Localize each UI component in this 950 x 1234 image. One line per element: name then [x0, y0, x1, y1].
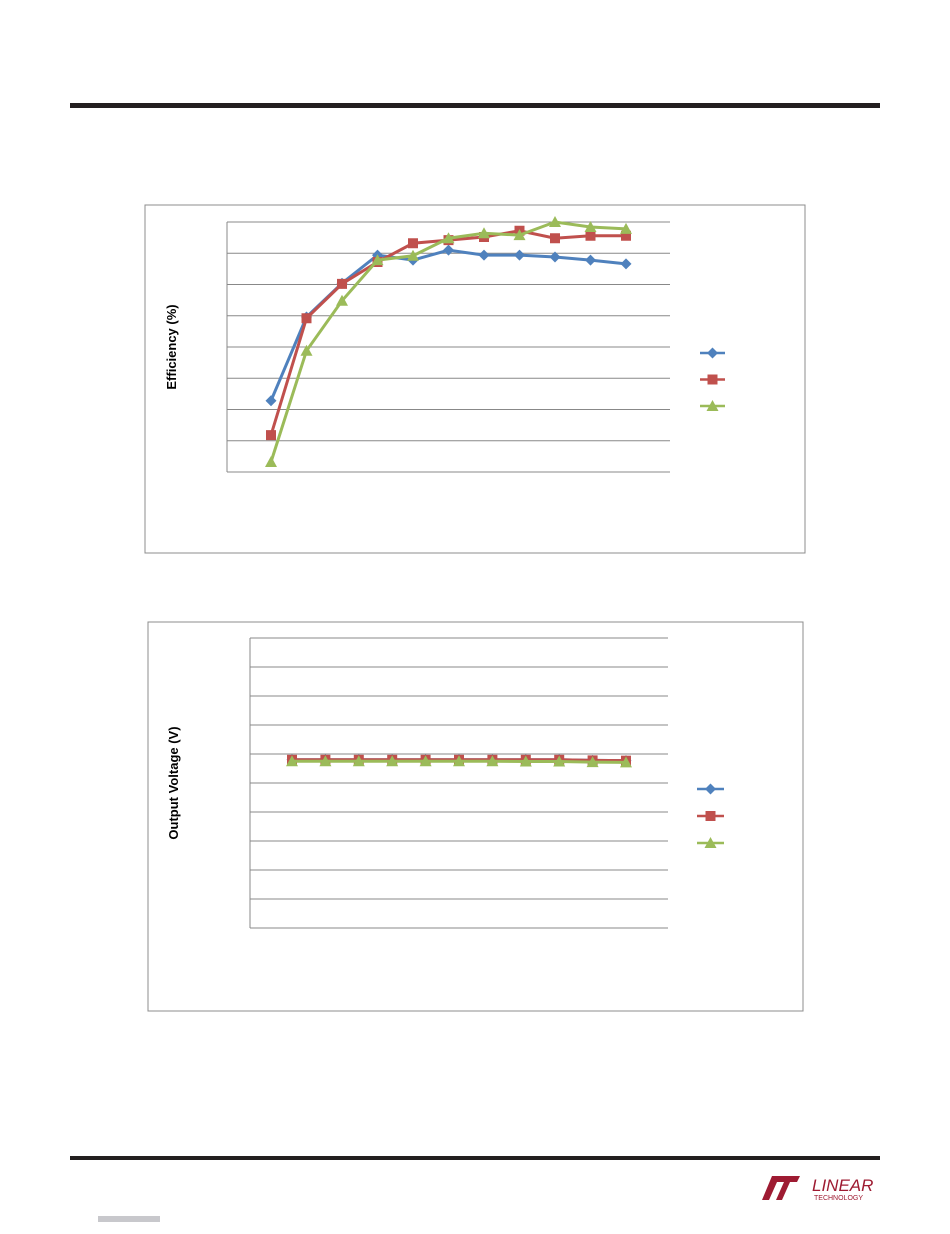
data-point	[553, 755, 566, 767]
data-point	[408, 238, 418, 249]
chart-frame	[144, 204, 806, 554]
data-point	[319, 755, 332, 767]
data-point	[549, 251, 561, 263]
footer-tab	[98, 1216, 160, 1222]
data-point	[407, 249, 419, 261]
data-point	[519, 755, 532, 767]
legend-marker	[704, 837, 717, 848]
data-point	[443, 244, 454, 256]
y-axis-label: Output Voltage (V)	[166, 726, 181, 839]
y-axis-label: Efficiency (%)	[164, 304, 179, 389]
top-rule	[70, 103, 880, 108]
data-point	[352, 755, 365, 767]
chart: Output Voltage (V)	[147, 621, 804, 1012]
logo-sub: TECHNOLOGY	[814, 1195, 863, 1202]
data-point	[336, 294, 348, 306]
data-point	[584, 221, 597, 232]
data-point	[442, 232, 455, 244]
legend-marker	[705, 783, 716, 795]
data-point	[585, 254, 596, 266]
logo-name: LINEAR	[812, 1176, 873, 1195]
data-point	[301, 313, 312, 324]
data-point	[486, 755, 499, 767]
legend-marker	[707, 374, 718, 385]
data-point	[386, 755, 399, 767]
data-point	[621, 230, 631, 241]
data-point	[371, 254, 384, 266]
data-point	[620, 258, 632, 270]
data-point	[514, 249, 525, 261]
legend-marker	[706, 400, 719, 411]
data-point	[586, 756, 599, 768]
legend-marker	[707, 347, 718, 359]
data-point	[453, 755, 465, 767]
data-point	[478, 249, 490, 261]
data-point	[513, 229, 526, 241]
data-point	[337, 278, 347, 289]
data-point	[585, 230, 596, 241]
logo-mark	[762, 1176, 800, 1200]
data-point	[620, 756, 632, 768]
data-point	[266, 430, 276, 441]
data-point	[549, 216, 561, 227]
bottom-rule	[70, 1156, 880, 1160]
data-point	[478, 227, 490, 239]
data-point	[300, 344, 313, 356]
data-point	[620, 222, 632, 234]
chart-frame	[147, 621, 804, 1012]
logo: LINEAR TECHNOLOGY	[762, 1176, 873, 1202]
data-point	[265, 395, 277, 407]
data-point	[265, 456, 277, 467]
legend-marker	[705, 811, 716, 821]
data-point	[419, 755, 432, 767]
data-point	[550, 233, 560, 244]
chart: Efficiency (%)	[144, 204, 806, 554]
data-point	[286, 755, 298, 767]
